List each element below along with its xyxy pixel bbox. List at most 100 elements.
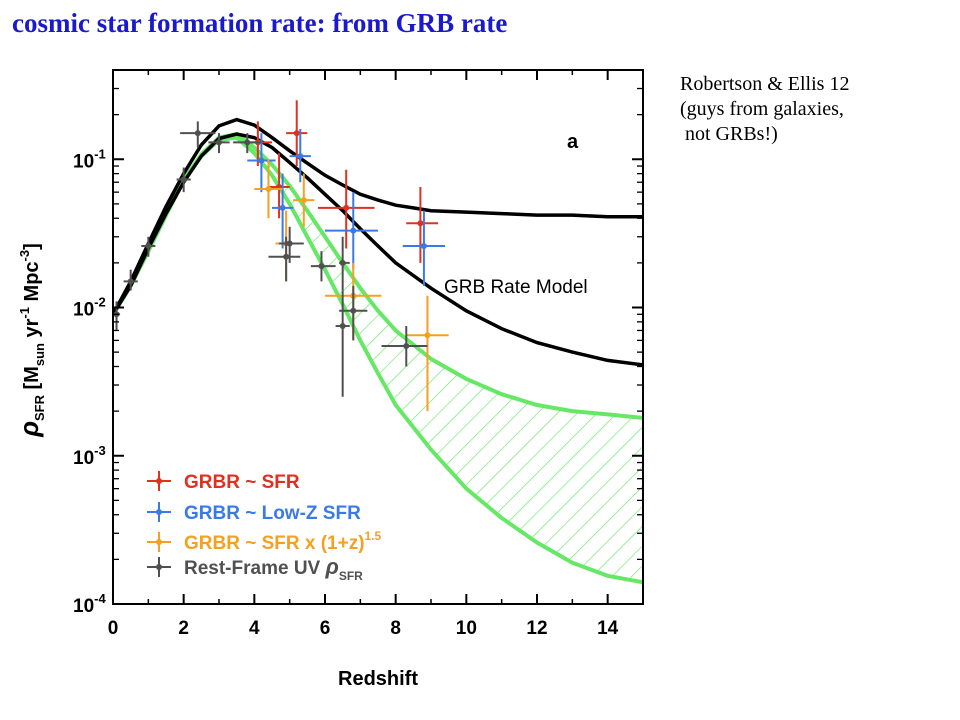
y-tick-label: 10-3 [73,443,106,469]
y-tick-exponent: -2 [94,295,106,310]
band-hatch-fill [113,134,643,583]
data-point [176,167,191,193]
citation-line-1: Robertson & Ellis 12 [680,73,850,95]
point-marker [350,227,357,234]
point-marker [339,259,346,266]
point-marker [420,242,427,249]
y-tick-label: 10-4 [73,591,106,617]
point-marker [216,139,222,146]
point-marker [350,307,357,314]
y-axis-label: ρSFR [Msun yr-1 Mpc-3] [14,243,47,438]
legend-entry-orange: GRBR ~ SFR x (1+z)1.5 [147,529,382,554]
data-point [233,133,262,154]
citation-note: Robertson & Ellis 12 (guys from galaxies,… [680,72,849,147]
data-point [339,285,368,341]
panel-label: a [567,131,579,153]
data-point [272,173,294,249]
x-tick-label: 10 [456,618,477,639]
point-marker [339,323,346,330]
y-tick-base: 10 [73,596,94,617]
point-marker [145,242,152,249]
x-tick-label: 14 [597,618,619,639]
data-point [406,295,449,412]
legend-entry-gray: Rest-Frame UV ρSFR [147,554,363,583]
x-axis: 0 2 4 6 8 10 12 14 [108,70,619,639]
legend-text-gray-rho: ρ [325,554,339,579]
y-label-yr-sup: -1 [17,307,32,319]
y-label-yr: yr [21,318,43,343]
point-marker [293,130,300,137]
data-point [254,159,283,219]
data-point [180,121,216,148]
y-tick-base: 10 [73,300,94,321]
x-tick-label: 4 [249,618,260,639]
point-marker [180,176,187,183]
point-marker [297,153,304,160]
y-label-open: [M [21,366,43,395]
point-marker [286,240,293,247]
legend-entry-blue: GRBR ~ Low-Z SFR [147,502,361,524]
legend-text-gray-sub: SFR [339,569,363,583]
data-point [293,173,315,227]
legend-text-red: GRBR ~ SFR [184,472,300,493]
point-marker [244,139,251,146]
data-point [381,326,428,367]
data-point [141,236,156,257]
y-tick-label: 10-2 [73,295,106,321]
x-tick-label: 6 [320,618,331,639]
point-marker [258,157,265,164]
x-tick-label: 0 [108,618,119,639]
y-tick-label: 10-1 [73,146,106,172]
legend-text-gray: Rest-Frame UV ρSFR [184,554,363,583]
point-marker [279,204,286,211]
data-point [310,251,336,282]
plot-frame [112,69,644,605]
model-annotation: GRB Rate Model [444,277,588,298]
legend-text-gray-main: Rest-Frame UV [184,558,326,579]
data-point [123,269,138,291]
data-point [325,192,378,270]
y-tick-exponent: -3 [94,443,106,458]
legend-entry-red: GRBR ~ SFR [147,471,300,493]
y-axis: 10-110-210-310-4 [73,69,643,617]
point-marker [343,204,350,211]
point-marker [194,130,201,137]
point-marker [283,253,290,260]
data-point [406,186,439,263]
data-point [335,290,350,397]
y-label-rho: ρ [14,421,44,438]
y-tick-base: 10 [73,151,94,172]
model-lower-curve [113,132,643,367]
series-blue [247,128,446,286]
legend-text-orange-sup: 1.5 [365,529,382,543]
point-marker [300,197,307,204]
y-label-rho-sub: SFR [32,394,47,421]
y-tick-exponent: -4 [94,591,106,606]
y-label-close: ] [21,243,43,250]
data-point [286,100,308,167]
y-tick-base: 10 [73,448,94,469]
point-marker [265,186,272,193]
x-axis-label: Redshift [338,668,418,690]
y-tick-exponent: -1 [94,146,106,161]
data-point [289,128,311,183]
point-marker [127,278,134,285]
point-marker [403,342,410,349]
x-tick-label: 2 [178,618,189,639]
series-red [243,100,439,263]
data-point [208,133,230,154]
data-points [113,100,449,412]
legend-text-orange-main: GRBR ~ SFR x (1+z) [184,533,365,554]
y-label-msun: sun [32,343,47,366]
data-point [402,210,446,286]
x-tick-label: 12 [526,618,547,639]
point-marker [417,220,424,227]
legend-text-blue: GRBR ~ Low-Z SFR [184,503,361,524]
y-label-mpc: Mpc [21,261,43,307]
y-label-mpc-sup: -3 [17,250,32,262]
series-gray [113,121,428,397]
citation-line-2: (guys from galaxies, [680,98,844,120]
citation-line-3: not GRBs!) [680,123,778,145]
data-point [317,169,375,249]
